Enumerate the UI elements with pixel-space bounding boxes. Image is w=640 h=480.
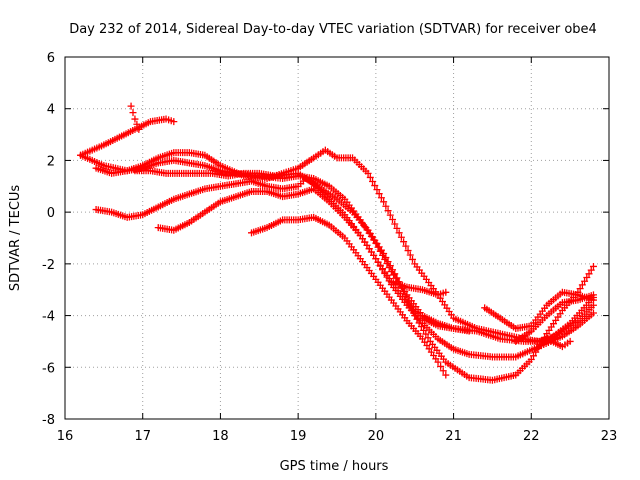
data-point	[127, 102, 135, 110]
data-point	[382, 254, 390, 262]
y-axis-label: SDTVAR / TECUs	[8, 185, 23, 292]
data-point	[364, 169, 372, 177]
x-tick-label: 18	[212, 429, 229, 444]
data-point	[566, 337, 574, 345]
data-point	[408, 255, 416, 263]
series-track-g	[154, 185, 473, 335]
data-point	[581, 277, 589, 285]
data-point	[402, 242, 410, 250]
data-point	[393, 274, 401, 282]
data-point	[587, 266, 595, 274]
data-point	[400, 238, 408, 246]
data-point	[371, 182, 379, 190]
x-tick-label: 19	[290, 429, 307, 444]
data-point	[404, 297, 412, 305]
data-point	[391, 220, 399, 228]
data-point	[406, 302, 414, 310]
data-point	[373, 186, 381, 194]
data-series	[77, 102, 597, 384]
data-point	[532, 348, 540, 356]
data-point	[384, 207, 392, 215]
data-point	[413, 315, 421, 323]
data-point	[384, 258, 392, 266]
y-tick-label: 4	[47, 103, 55, 118]
data-point	[534, 344, 542, 352]
data-point	[380, 250, 388, 258]
series-track-h	[248, 213, 450, 379]
x-tick-label: 22	[523, 429, 540, 444]
data-point	[170, 118, 178, 126]
data-point	[585, 270, 593, 278]
y-tick-label: -4	[42, 310, 55, 325]
data-point	[442, 288, 450, 296]
data-point	[389, 266, 397, 274]
data-point	[386, 211, 394, 219]
data-point	[536, 341, 544, 349]
data-point	[420, 326, 428, 334]
data-point	[589, 291, 597, 299]
data-point	[391, 270, 399, 278]
data-point	[386, 262, 394, 270]
x-tick-label: 17	[134, 429, 151, 444]
data-point	[538, 337, 546, 345]
data-point	[377, 194, 385, 202]
data-point	[408, 307, 416, 315]
data-point	[578, 281, 586, 289]
data-point	[422, 330, 430, 338]
data-point	[527, 356, 535, 364]
series-track-c	[127, 102, 143, 133]
data-point	[135, 125, 143, 133]
data-point	[442, 371, 450, 379]
x-tick-label: 16	[57, 429, 74, 444]
y-tick-label: -8	[42, 413, 55, 428]
data-point	[133, 120, 141, 128]
x-tick-label: 23	[601, 429, 618, 444]
y-tick-label: 0	[47, 206, 55, 221]
data-point	[404, 247, 412, 255]
data-point	[389, 216, 397, 224]
y-tick-label: 2	[47, 154, 55, 169]
data-point	[397, 233, 405, 241]
series-track-d	[92, 156, 597, 345]
data-point	[375, 190, 383, 198]
data-point	[530, 352, 538, 360]
data-point	[393, 224, 401, 232]
data-point	[129, 109, 137, 117]
data-point	[424, 334, 432, 342]
data-point	[439, 367, 447, 375]
data-point	[131, 115, 139, 123]
x-axis-label: GPS time / hours	[280, 459, 389, 474]
x-tick-label: 21	[445, 429, 462, 444]
y-tick-label: -2	[42, 258, 55, 273]
data-point	[369, 177, 377, 185]
y-tick-label: -6	[42, 361, 55, 376]
series-track-i	[387, 278, 450, 299]
series-track-k	[512, 291, 597, 345]
plot-frame	[64, 56, 610, 420]
series-track-f	[92, 175, 597, 384]
y-tick-label: 6	[47, 51, 55, 66]
data-point	[437, 362, 445, 370]
data-point	[589, 309, 597, 317]
axis-ticks: 16 17 18 19 20 21 22 23 -8 -6 -4 -2 0 2 4 6	[42, 51, 617, 444]
data-point	[380, 198, 388, 206]
series-track-l	[543, 335, 574, 351]
series-track-b	[77, 115, 178, 159]
data-point	[589, 262, 597, 270]
data-point	[366, 173, 374, 181]
data-point	[583, 274, 591, 282]
chart-title: Day 232 of 2014, Sidereal Day-to-day VTE…	[69, 22, 597, 37]
data-point	[576, 285, 584, 293]
data-point	[382, 202, 390, 210]
data-point	[415, 319, 423, 327]
data-point	[417, 323, 425, 331]
data-point	[395, 229, 403, 237]
data-point	[406, 251, 414, 259]
x-tick-label: 20	[368, 429, 385, 444]
data-point	[434, 358, 442, 366]
data-point	[465, 327, 473, 335]
